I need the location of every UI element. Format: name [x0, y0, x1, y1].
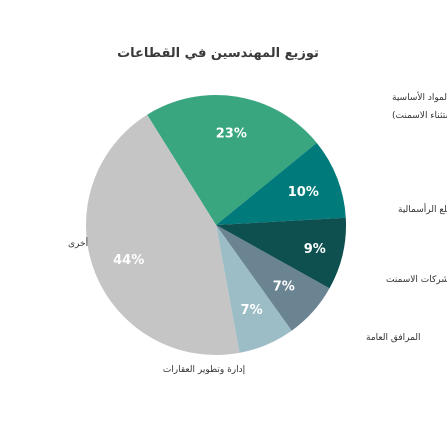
- slice-category-label: السلع الرأسمالية: [398, 203, 447, 215]
- pie-slice: [216, 225, 330, 331]
- pie-slice: [216, 225, 292, 353]
- category-labels: المواد الأساسية(باستثناء الاسمنت) السلع ا…: [68, 91, 447, 375]
- slice-percentage-label: 10%: [288, 185, 319, 200]
- slice-category-label: أخرى: [68, 237, 88, 249]
- slice-category-label: المرافق العامة: [366, 333, 421, 343]
- slice-percentage-label: 7%: [241, 303, 263, 318]
- pie-slices: [85, 94, 347, 355]
- pie-slice: [85, 114, 240, 355]
- slice-percentage-label: 7%: [273, 280, 295, 295]
- pie-slice: [216, 142, 346, 225]
- slice-category-label: إدارة وتطوير العقارات: [163, 365, 245, 375]
- slice-percentage-label: 23%: [216, 127, 247, 142]
- pie-slice: [216, 217, 347, 289]
- slice-percentage-label: 9%: [304, 242, 326, 257]
- slice-category-label: شركات الاسمنت: [386, 275, 447, 285]
- chart-title: توزيع المهندسين في القطاعات: [117, 46, 319, 61]
- slice-percentage-label: 44%: [113, 253, 144, 268]
- percentage-labels: 23% 10% 9% 7% 7% 44%: [113, 127, 326, 318]
- slice-category-label: المواد الأساسية(باستثناء الاسمنت): [392, 91, 447, 121]
- pie-slice: [147, 94, 317, 225]
